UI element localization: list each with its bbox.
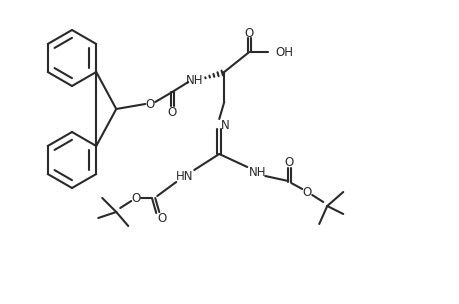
Text: N: N [221,119,230,132]
Text: O: O [244,26,253,40]
Text: O: O [302,185,311,199]
Text: O: O [131,192,140,205]
Text: O: O [167,105,177,119]
Text: OH: OH [274,46,292,58]
Text: NH: NH [185,74,202,87]
Text: HN: HN [175,170,193,182]
Text: NH: NH [248,165,265,178]
Text: O: O [157,212,167,224]
Text: O: O [284,156,293,168]
Text: O: O [146,98,155,110]
